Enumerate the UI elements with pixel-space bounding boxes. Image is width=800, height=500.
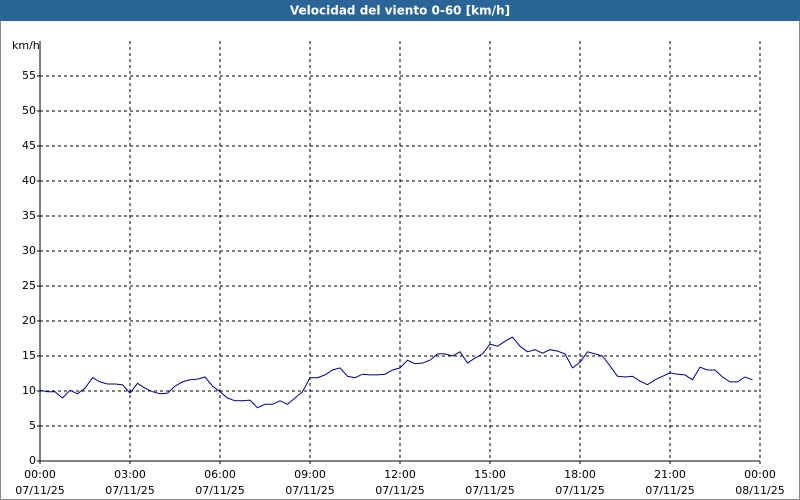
x-tick-label: 15:00	[474, 468, 506, 481]
x-tick-label: 00:00	[744, 468, 776, 481]
y-tick-label: 55	[22, 69, 36, 82]
chart-title: Velocidad del viento 0-60 [km/h]	[290, 4, 510, 18]
x-tick-date: 07/11/25	[285, 484, 334, 497]
y-axis-label: km/h	[12, 39, 40, 52]
y-tick-label: 30	[22, 244, 36, 257]
y-tick-label: 40	[22, 174, 36, 187]
x-tick-label: 09:00	[294, 468, 326, 481]
x-tick-date: 07/11/25	[105, 484, 154, 497]
x-tick-date: 07/11/25	[375, 484, 424, 497]
y-tick-label: 45	[22, 139, 36, 152]
x-tick-label: 03:00	[114, 468, 146, 481]
x-tick-label: 18:00	[564, 468, 596, 481]
x-tick-date: 08/11/25	[735, 484, 784, 497]
data-line	[39, 336, 753, 409]
x-tick-label: 21:00	[654, 468, 686, 481]
x-tick-date: 07/11/25	[465, 484, 514, 497]
title-bar	[0, 0, 800, 21]
x-tick-label: 00:00	[24, 468, 56, 481]
y-tick-label: 15	[22, 349, 36, 362]
x-tick-date: 07/11/25	[555, 484, 604, 497]
x-tick-date: 07/11/25	[195, 484, 244, 497]
x-tick-date: 07/11/25	[645, 484, 694, 497]
y-tick-label: 35	[22, 209, 36, 222]
y-tick-label: 10	[22, 384, 36, 397]
y-tick-label: 20	[22, 314, 36, 327]
y-tick-label: 50	[22, 104, 36, 117]
y-tick-label: 0	[29, 454, 36, 467]
x-tick-date: 07/11/25	[15, 484, 64, 497]
x-tick-label: 12:00	[384, 468, 416, 481]
y-tick-label: 25	[22, 279, 36, 292]
y-tick-label: 5	[29, 419, 36, 432]
x-tick-label: 06:00	[204, 468, 236, 481]
